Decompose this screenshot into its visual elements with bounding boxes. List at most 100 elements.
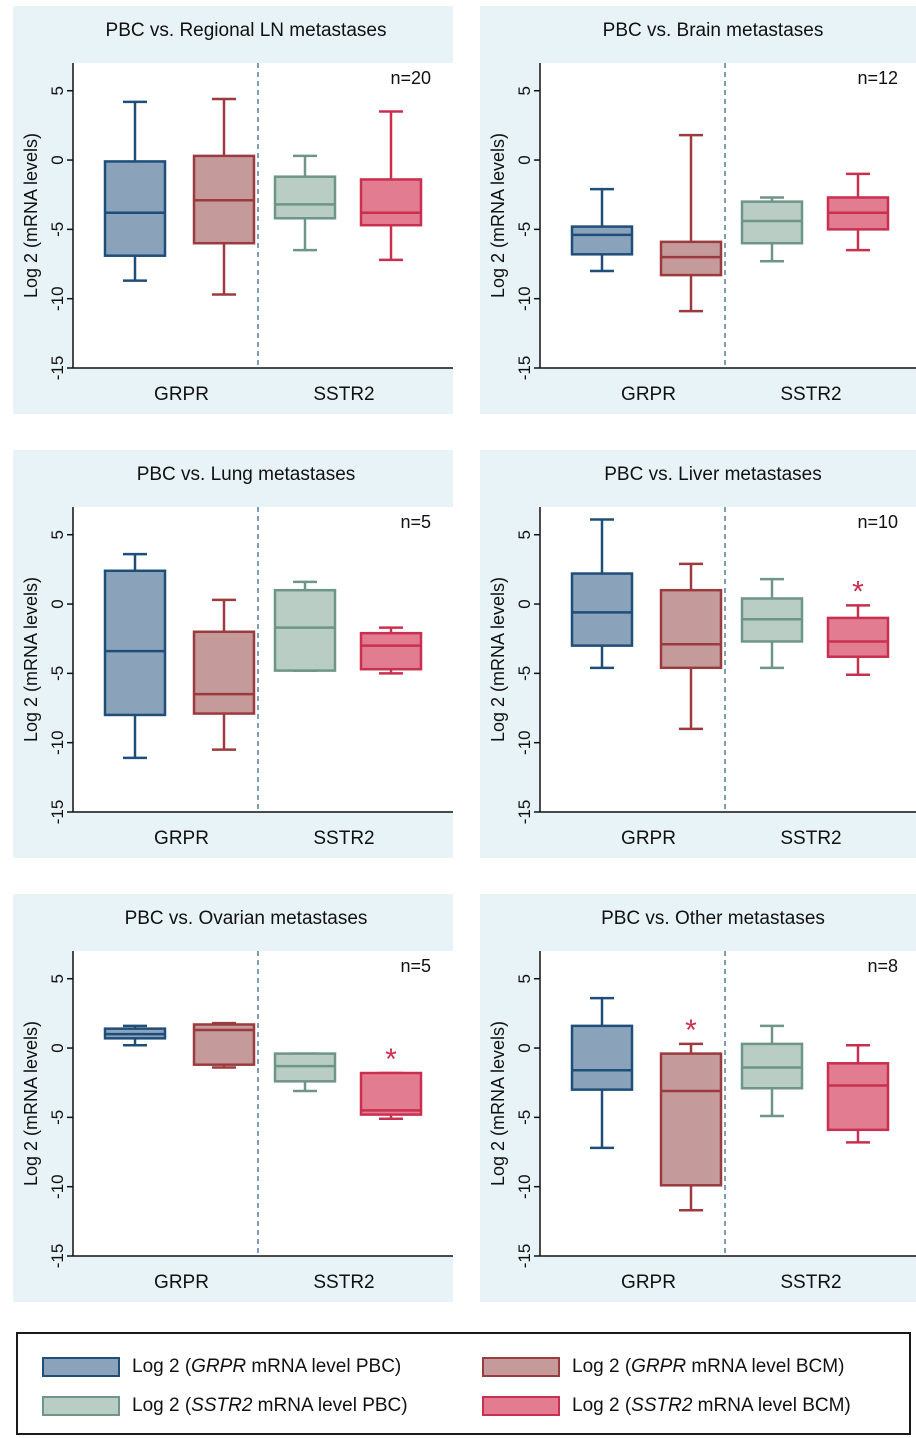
chart-panel-5: PBC vs. Ovarian metastases Log 2 (mRNA le…	[13, 894, 453, 1302]
x-category-label: GRPR	[154, 1272, 209, 1293]
x-category-label: GRPR	[621, 384, 676, 405]
legend-label-grpr-bcm: Log 2 (GRPR mRNA level BCM)	[572, 1356, 845, 1377]
y-tick-label: -5	[48, 222, 67, 237]
y-tick-label: -10	[48, 730, 67, 755]
x-category-label: GRPR	[621, 1272, 676, 1293]
sample-size-label: n=20	[390, 68, 431, 88]
legend-label-sstr2-pbc: Log 2 (SSTR2 mRNA level PBC)	[132, 1395, 408, 1416]
y-tick-label: -5	[48, 1110, 67, 1125]
box-iqr	[659, 588, 723, 670]
box-grpr-bcm	[659, 1042, 723, 1212]
y-tick-label: 5	[48, 974, 67, 983]
legend-label-sstr2-bcm: Log 2 (SSTR2 mRNA level BCM)	[572, 1395, 851, 1416]
chart-panel-4: PBC vs. Liver metastases Log 2 (mRNA leve…	[480, 450, 916, 858]
y-tick-label: 5	[515, 86, 534, 95]
box-grpr-bcm	[659, 562, 723, 731]
box-iqr	[359, 178, 423, 227]
box-grpr-bcm	[192, 1021, 256, 1069]
y-axis-label: Log 2 (mRNA levels)	[21, 1021, 41, 1186]
sample-size-label: n=12	[857, 68, 898, 88]
chart-title: PBC vs. Regional LN metastases	[106, 20, 387, 41]
significance-star: *	[685, 1014, 697, 1047]
chart-panel-1: PBC vs. Regional LN metastases Log 2 (mRN…	[13, 6, 453, 414]
x-category-label: SSTR2	[780, 828, 841, 849]
y-tick-label: -15	[515, 1244, 534, 1269]
y-tick-label: 5	[48, 86, 67, 95]
chart-panel-6: PBC vs. Other metastases Log 2 (mRNA leve…	[480, 894, 916, 1302]
legend-swatch-sstr2-pbc	[42, 1396, 120, 1416]
sample-size-label: n=8	[867, 956, 898, 976]
y-tick-label: -10	[48, 1174, 67, 1199]
box-iqr	[359, 631, 423, 671]
y-tick-label: -10	[515, 730, 534, 755]
y-tick-label: 5	[48, 530, 67, 539]
box-sstr2-pbc	[273, 580, 337, 672]
box-grpr-pbc	[103, 100, 167, 282]
legend-item-grpr-bcm: Log 2 (GRPR mRNA level BCM)	[482, 1354, 844, 1380]
y-tick-label: 0	[48, 599, 67, 608]
box-grpr-pbc	[570, 996, 634, 1150]
y-tick-label: -10	[515, 1174, 534, 1199]
box-grpr-bcm	[192, 598, 256, 751]
y-tick-label: -15	[48, 800, 67, 825]
box-sstr2-pbc	[273, 154, 337, 252]
x-category-label: GRPR	[154, 828, 209, 849]
legend-swatch-grpr-bcm	[482, 1357, 560, 1377]
y-tick-label: -5	[515, 222, 534, 237]
chart-title: PBC vs. Lung metastases	[137, 464, 356, 485]
x-category-label: SSTR2	[780, 1272, 841, 1293]
chart-panel-2: PBC vs. Brain metastases Log 2 (mRNA leve…	[480, 6, 916, 414]
box-sstr2-bcm	[359, 110, 423, 262]
box-grpr-pbc	[103, 1024, 167, 1047]
y-tick-label: -10	[515, 286, 534, 311]
sample-size-label: n=10	[857, 512, 898, 532]
x-category-label: GRPR	[154, 384, 209, 405]
y-axis-label: Log 2 (mRNA levels)	[488, 577, 508, 742]
y-axis-label: Log 2 (mRNA levels)	[21, 577, 41, 742]
box-sstr2-bcm	[826, 172, 890, 252]
box-grpr-bcm	[659, 133, 723, 313]
box-iqr	[826, 1062, 890, 1132]
box-iqr	[273, 1052, 337, 1083]
box-sstr2-pbc	[740, 577, 804, 670]
significance-star: *	[385, 1043, 397, 1076]
chart-title: PBC vs. Brain metastases	[603, 20, 824, 41]
chart-panel-3: PBC vs. Lung metastases Log 2 (mRNA level…	[13, 450, 453, 858]
significance-star: *	[852, 575, 864, 608]
sample-size-label: n=5	[400, 512, 431, 532]
box-sstr2-pbc	[273, 1052, 337, 1093]
box-grpr-pbc	[570, 518, 634, 670]
x-category-label: GRPR	[621, 828, 676, 849]
y-tick-label: 0	[515, 599, 534, 608]
box-iqr	[273, 175, 337, 220]
y-tick-label: -10	[48, 286, 67, 311]
y-tick-label: 0	[515, 1043, 534, 1052]
y-tick-label: -5	[515, 666, 534, 681]
box-iqr	[570, 572, 634, 647]
y-tick-label: -5	[48, 666, 67, 681]
box-iqr	[740, 1042, 804, 1090]
x-category-label: SSTR2	[313, 1272, 374, 1293]
box-sstr2-bcm	[359, 626, 423, 675]
box-grpr-pbc	[570, 187, 634, 273]
box-grpr-bcm	[192, 97, 256, 296]
y-axis-label: Log 2 (mRNA levels)	[488, 133, 508, 298]
y-tick-label: -5	[515, 1110, 534, 1125]
y-tick-label: 0	[515, 155, 534, 164]
legend: Log 2 (GRPR mRNA level PBC) Log 2 (GRPR …	[16, 1332, 911, 1435]
y-tick-label: -15	[48, 356, 67, 381]
box-grpr-pbc	[103, 552, 167, 760]
legend-label-grpr-pbc: Log 2 (GRPR mRNA level PBC)	[132, 1356, 402, 1377]
y-tick-label: 5	[515, 530, 534, 539]
box-iqr	[659, 1052, 723, 1187]
box-sstr2-bcm	[826, 604, 890, 676]
legend-item-sstr2-bcm: Log 2 (SSTR2 mRNA level BCM)	[482, 1393, 851, 1419]
y-axis-label: Log 2 (mRNA levels)	[488, 1021, 508, 1186]
chart-title: PBC vs. Liver metastases	[604, 464, 822, 485]
y-axis-label: Log 2 (mRNA levels)	[21, 133, 41, 298]
box-iqr	[359, 1071, 423, 1116]
box-iqr	[659, 240, 723, 277]
y-tick-label: 0	[48, 155, 67, 164]
y-tick-label: 5	[515, 974, 534, 983]
